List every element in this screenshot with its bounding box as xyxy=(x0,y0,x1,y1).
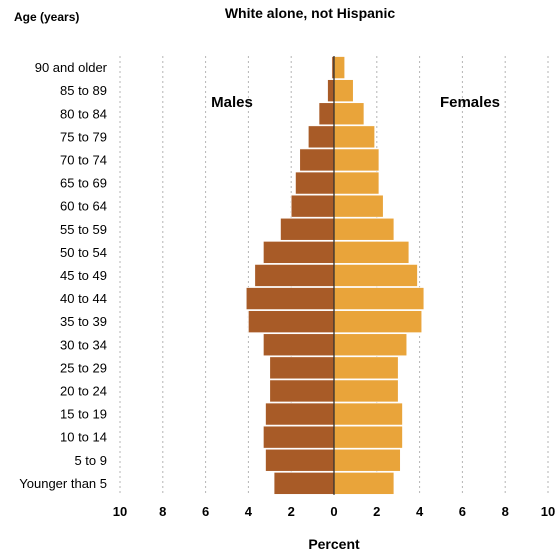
male-bar xyxy=(263,425,335,449)
x-tick-label: 10 xyxy=(113,504,127,519)
category-label: 50 to 54 xyxy=(60,245,107,260)
male-bar xyxy=(299,148,335,172)
male-bar xyxy=(327,79,335,102)
male-bar xyxy=(263,241,335,264)
x-tick-label: 10 xyxy=(541,504,555,519)
female-bar xyxy=(333,379,399,403)
female-bar xyxy=(333,448,401,472)
category-label: 20 to 24 xyxy=(60,383,107,398)
male-bar xyxy=(318,102,335,126)
category-label: 85 to 89 xyxy=(60,83,107,98)
male-bar xyxy=(265,448,335,472)
x-tick-label: 0 xyxy=(330,504,337,519)
category-label: Younger than 5 xyxy=(19,476,107,491)
category-label: 40 to 44 xyxy=(60,291,107,306)
male-bar xyxy=(295,171,335,195)
female-bar xyxy=(333,333,408,357)
male-bar xyxy=(308,125,335,149)
male-bar xyxy=(269,379,335,403)
female-bar xyxy=(333,79,354,102)
chart-title: White alone, not Hispanic xyxy=(225,5,396,21)
male-bar xyxy=(290,194,335,218)
x-tick-label: 2 xyxy=(288,504,295,519)
category-label: 80 to 84 xyxy=(60,106,107,121)
x-tick-label: 8 xyxy=(502,504,509,519)
category-label: 35 to 39 xyxy=(60,314,107,329)
category-label: 45 to 49 xyxy=(60,268,107,283)
male-bar xyxy=(273,472,335,495)
female-bar xyxy=(333,148,380,172)
male-bar xyxy=(269,356,335,380)
female-bar xyxy=(333,472,395,495)
category-label: 10 to 14 xyxy=(60,430,107,445)
male-bar xyxy=(248,310,335,333)
female-bar xyxy=(333,264,418,287)
category-label: 30 to 34 xyxy=(60,337,107,352)
category-label: 15 to 19 xyxy=(60,407,107,422)
x-tick-label: 6 xyxy=(202,504,209,519)
category-labels: 90 and older 85 to 89 80 to 84 75 to 79 70 t… xyxy=(19,60,107,491)
female-bar xyxy=(333,356,399,380)
legend-males: Males xyxy=(211,94,253,111)
x-tick-labels: 10 8 6 4 2 0 2 4 6 8 10 xyxy=(113,504,555,519)
female-bar xyxy=(333,310,423,333)
male-bar xyxy=(263,333,335,357)
female-bar xyxy=(333,217,395,241)
category-label: 5 to 9 xyxy=(74,453,107,468)
female-bar xyxy=(333,425,403,449)
female-bar xyxy=(333,194,384,218)
y-axis-label: Age (years) xyxy=(14,10,79,24)
x-tick-label: 6 xyxy=(459,504,466,519)
female-bar xyxy=(333,102,365,126)
male-bar xyxy=(280,217,335,241)
category-label: 90 and older xyxy=(35,60,108,75)
category-label: 25 to 29 xyxy=(60,360,107,375)
female-bar xyxy=(333,56,345,79)
category-label: 70 to 74 xyxy=(60,152,107,167)
female-bar xyxy=(333,402,403,426)
bars xyxy=(245,56,425,495)
female-bar xyxy=(333,287,425,310)
female-bar xyxy=(333,171,380,195)
x-tick-label: 2 xyxy=(373,504,380,519)
female-bar xyxy=(333,241,410,264)
x-tick-label: 4 xyxy=(416,504,424,519)
male-bar xyxy=(265,402,335,426)
category-label: 60 to 64 xyxy=(60,199,107,214)
male-bar xyxy=(245,287,335,310)
category-label: 55 to 59 xyxy=(60,222,107,237)
female-bar xyxy=(333,125,375,149)
category-label: 65 to 69 xyxy=(60,176,107,191)
legend-females: Females xyxy=(440,94,500,111)
male-bar xyxy=(254,264,335,287)
x-tick-label: 4 xyxy=(245,504,253,519)
x-axis-label: Percent xyxy=(308,536,360,552)
category-label: 75 to 79 xyxy=(60,129,107,144)
x-tick-label: 8 xyxy=(159,504,166,519)
